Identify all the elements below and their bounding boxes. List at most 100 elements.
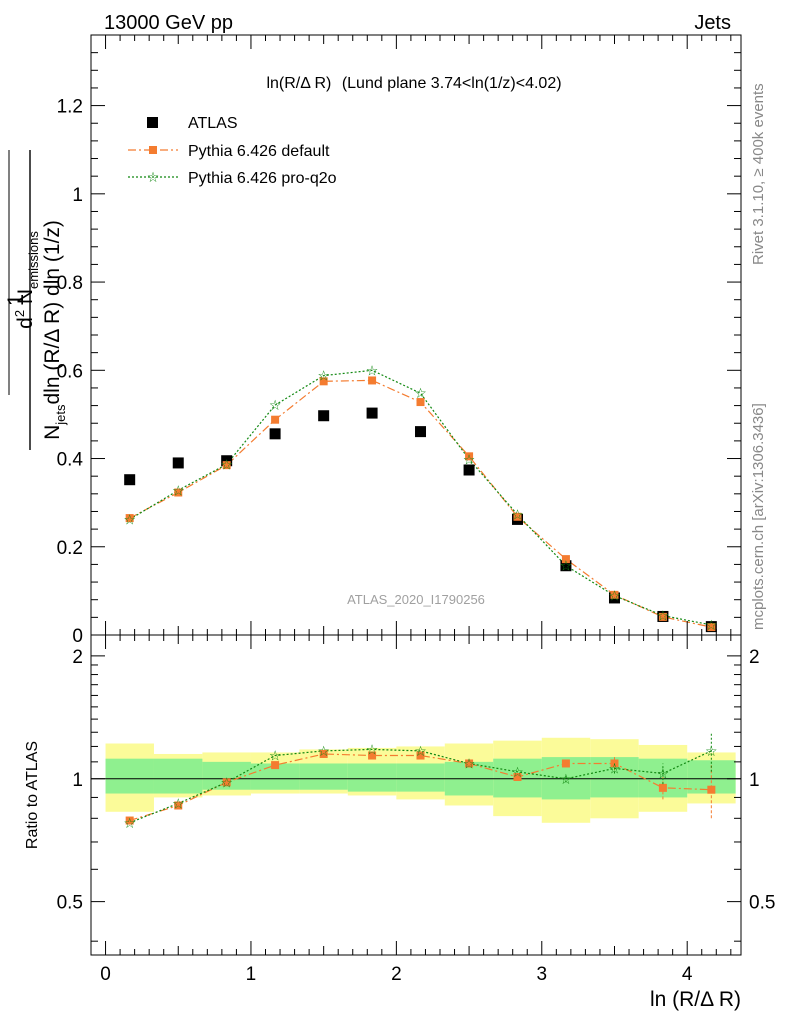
header-right-title: Jets bbox=[694, 12, 731, 34]
ratio-pythia-pro-q2o-point: ☆ bbox=[366, 741, 379, 757]
main-ytick-label: 0 bbox=[72, 626, 83, 647]
pythia-default-point bbox=[707, 623, 716, 632]
legend: ATLAS Pythia 6.426 default ☆ Pythia 6.42… bbox=[128, 115, 337, 187]
ratio-axes: 0 1 2 3 4 0.5 0.5 1 1 2 2 bbox=[57, 635, 775, 985]
ratio-pythia-default-point bbox=[125, 816, 134, 825]
pythia-default-point bbox=[561, 555, 570, 564]
pythia-pro-q2o-point: ☆ bbox=[414, 385, 427, 401]
ylabel-numer-sub: emissions bbox=[26, 231, 41, 289]
pythia-default-point bbox=[610, 590, 619, 599]
atlas-point bbox=[172, 457, 184, 469]
pythia-pro-q2o-point: ☆ bbox=[511, 507, 524, 523]
atlas-point bbox=[318, 410, 330, 422]
ratio-plot-area: ☆ ☆ ☆ ☆ ☆ ☆ ☆ ☆ ☆ ☆ ☆ ☆ ☆ bbox=[123, 732, 718, 831]
ratio-pythia-pro-q2o-point: ☆ bbox=[511, 764, 524, 780]
ratio-band-inner bbox=[153, 758, 203, 794]
pythia-pro-q2o-point: ☆ bbox=[608, 588, 621, 604]
ratio-pythia-default-point bbox=[707, 785, 716, 794]
pythia-default-point bbox=[465, 452, 474, 461]
atlas-point bbox=[269, 428, 281, 440]
ratio-bands bbox=[91, 737, 741, 823]
ylabel-denom-sub: jets bbox=[53, 404, 68, 426]
pythia-default-point bbox=[416, 398, 425, 407]
pythia-default-line bbox=[129, 379, 712, 628]
atlas-point bbox=[221, 455, 233, 467]
ratio-pythia-pro-q2o-point: ☆ bbox=[657, 766, 670, 782]
ratio-ytick-label: 2 bbox=[72, 647, 83, 668]
ratio-pythia-default-point bbox=[416, 751, 425, 760]
main-ytick-label: 1 bbox=[72, 185, 83, 206]
ratio-pythia-pro-q2o-point: ☆ bbox=[608, 760, 621, 776]
ratio-band-inner bbox=[347, 763, 397, 792]
ratio-pythia-default-point bbox=[658, 783, 667, 792]
pythia-default-point bbox=[658, 612, 667, 621]
plot-title-suffix: (Lund plane 3.74<ln(1/z)<4.02) bbox=[342, 75, 562, 92]
ratio-pythia-default-point bbox=[271, 761, 280, 770]
ratio-pythia-default-point bbox=[222, 778, 231, 787]
atlas-point bbox=[463, 464, 475, 476]
main-ytick-label: 0.4 bbox=[57, 450, 84, 471]
main-panel: ☆ ☆ ☆ ☆ ☆ ☆ ☆ ☆ ☆ ☆ ☆ ☆ ☆ 0 0.2 0.4 0.6 0.8 1 1.2 ln(R/Δ R… bbox=[3, 34, 742, 647]
pythia-default-point bbox=[368, 376, 377, 385]
ratio-pythia-default-point bbox=[319, 749, 328, 758]
pythia-pro-q2o-point: ☆ bbox=[317, 368, 330, 384]
legend-proq2o-label: Pythia 6.426 pro-q2o bbox=[188, 170, 337, 187]
ratio-xtick-label: 1 bbox=[246, 964, 257, 985]
ratio-xtick-label: 2 bbox=[391, 964, 402, 985]
source-label: mcplots.cern.ch [arXiv:1306.3436] bbox=[750, 403, 767, 630]
legend-atlas-marker bbox=[147, 117, 158, 128]
ratio-ylabel: Ratio to ATLAS bbox=[24, 741, 41, 849]
ratio-pythia-pro-q2o-point: ☆ bbox=[123, 815, 136, 831]
ratio-panel: ☆ ☆ ☆ ☆ ☆ ☆ ☆ ☆ ☆ ☆ ☆ ☆ ☆ 0 1 2 3 4 0.5 0.5 1 1 2 2 Ratio to A… bbox=[24, 634, 775, 1011]
ratio-pythia-default-point bbox=[368, 751, 377, 760]
ratio-ytick-label-right: 0.5 bbox=[749, 893, 775, 914]
plot-title: ln(R/Δ R) (Lund plane 3.74<ln(1/z)<4.02) bbox=[266, 75, 561, 92]
header-left-title: 13000 GeV pp bbox=[104, 12, 233, 34]
atlas-point bbox=[366, 407, 378, 419]
ylabel-denom-n: N bbox=[41, 425, 64, 440]
pythia-pro-q2o-point: ☆ bbox=[657, 608, 670, 624]
main-ylabel: 1 d2 Nemissions Njetsdln (R/Δ R) dln (1/… bbox=[3, 150, 68, 450]
legend-default-marker bbox=[149, 146, 157, 154]
legend-proq2o-marker: ☆ bbox=[147, 169, 160, 185]
ratio-band-inner bbox=[105, 758, 154, 794]
xaxis-label: ln (R/Δ R) bbox=[650, 988, 741, 1011]
pythia-pro-q2o-point: ☆ bbox=[269, 397, 282, 413]
main-ytick-label: 0.2 bbox=[57, 538, 83, 559]
ratio-pythia-pro-q2o-point: ☆ bbox=[269, 748, 282, 764]
legend-atlas-label: ATLAS bbox=[188, 115, 238, 132]
main-ytick-label: 1.2 bbox=[57, 97, 83, 118]
ratio-xtick-label: 4 bbox=[682, 964, 693, 985]
pythia-pro-q2o-point: ☆ bbox=[463, 451, 476, 467]
pythia-pro-q2o-point: ☆ bbox=[560, 558, 573, 574]
ylabel-denom-rest: dln (R/Δ R) dln (1/z) bbox=[41, 220, 64, 404]
ratio-pythia-default-point bbox=[610, 759, 619, 768]
pythia-default-point bbox=[222, 461, 231, 470]
pythia-pro-q2o-point: ☆ bbox=[123, 511, 136, 527]
ylabel-numer-n: N bbox=[14, 289, 37, 310]
ratio-ytick-label-right: 1 bbox=[749, 770, 760, 791]
ylabel-denom: Njetsdln (R/Δ R) dln (1/z) bbox=[41, 220, 68, 440]
main-axes: 0 0.2 0.4 0.6 0.8 1 1.2 bbox=[57, 35, 741, 647]
ratio-pythia-pro-q2o-point: ☆ bbox=[705, 743, 718, 759]
pythia-pro-q2o-point: ☆ bbox=[366, 362, 379, 378]
ratio-xtick-label: 0 bbox=[100, 964, 111, 985]
ratio-pythia-default-point bbox=[174, 801, 183, 810]
ratio-pythia-default-point bbox=[465, 759, 474, 768]
atlas-point bbox=[415, 426, 427, 438]
ratio-ytick-label: 1 bbox=[72, 770, 83, 791]
ratio-pythia-pro-q2o-point: ☆ bbox=[220, 774, 233, 790]
ratio-pythia-pro-q2o-point: ☆ bbox=[463, 755, 476, 771]
pythia-default-point bbox=[174, 488, 183, 497]
pythia-pro-q2o-point: ☆ bbox=[172, 482, 185, 498]
ratio-pythia-pro-q2o-point: ☆ bbox=[560, 771, 573, 787]
plot-title-main: ln(R/Δ R) bbox=[266, 75, 331, 92]
atlas-point bbox=[124, 474, 136, 486]
rivet-label: Rivet 3.1.10, ≥ 400k events bbox=[750, 83, 767, 265]
legend-entry-pythia-pro-q2o: ☆ Pythia 6.426 pro-q2o bbox=[128, 169, 337, 187]
ylabel-numer-d: d bbox=[14, 317, 37, 329]
ratio-pythia-pro-q2o-point: ☆ bbox=[172, 795, 185, 811]
ratio-pythia-pro-q2o-point: ☆ bbox=[317, 743, 330, 759]
ratio-pythia-default-point bbox=[561, 759, 570, 768]
main-plot-area: ☆ ☆ ☆ ☆ ☆ ☆ ☆ ☆ ☆ ☆ ☆ ☆ ☆ bbox=[123, 362, 717, 633]
